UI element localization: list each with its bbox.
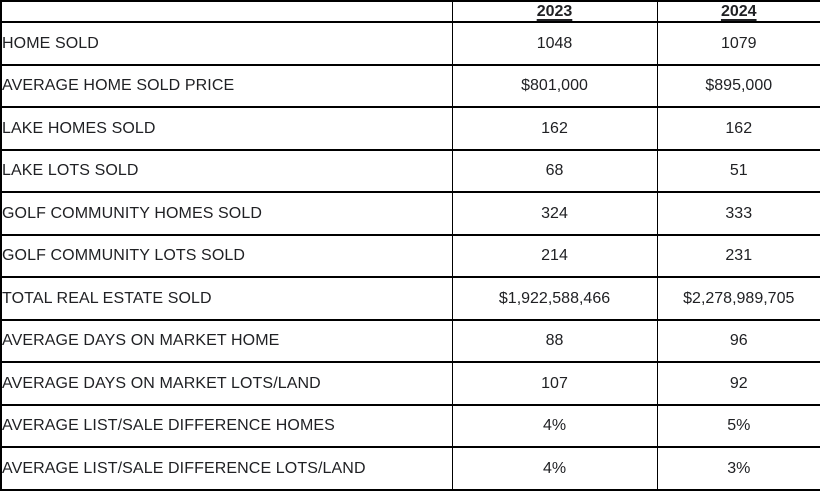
- table-row: TOTAL REAL ESTATE SOLD $1,922,588,466 $2…: [0, 276, 820, 321]
- value-2024: 3%: [656, 446, 820, 491]
- row-label: LAKE HOMES SOLD: [0, 106, 453, 151]
- value-2023: $801,000: [451, 63, 658, 109]
- value-2023: 4%: [451, 403, 658, 449]
- table-row: LAKE HOMES SOLD 162 162: [0, 106, 820, 151]
- row-label: AVERAGE LIST/SALE DIFFERENCE LOTS/LAND: [0, 446, 453, 491]
- value-2024: 162: [656, 106, 820, 151]
- value-2023: 88: [451, 318, 658, 364]
- header-row: 2023 2024: [0, 0, 820, 24]
- row-label: TOTAL REAL ESTATE SOLD: [0, 276, 453, 321]
- value-2024: 92: [656, 361, 820, 406]
- table-row: AVERAGE LIST/SALE DIFFERENCE HOMES 4% 5%: [0, 403, 820, 449]
- value-2024: $895,000: [656, 63, 820, 109]
- table-row: LAKE LOTS SOLD 68 51: [0, 148, 820, 194]
- value-2024: 333: [656, 191, 820, 236]
- value-2024: 51: [656, 148, 820, 194]
- value-2023: 1048: [451, 21, 658, 66]
- row-label: AVERAGE DAYS ON MARKET LOTS/LAND: [0, 361, 453, 406]
- row-label: HOME SOLD: [0, 21, 453, 66]
- value-2023: 4%: [451, 446, 658, 491]
- column-header-2024: 2024: [656, 0, 820, 24]
- value-2023: $1,922,588,466: [451, 276, 658, 321]
- value-2023: 162: [451, 106, 658, 151]
- value-2024: 5%: [656, 403, 820, 449]
- row-label: GOLF COMMUNITY HOMES SOLD: [0, 191, 453, 236]
- row-label: AVERAGE HOME SOLD PRICE: [0, 63, 453, 109]
- value-2023: 324: [451, 191, 658, 236]
- table-row: GOLF COMMUNITY LOTS SOLD 214 231: [0, 233, 820, 279]
- value-2023: 107: [451, 361, 658, 406]
- value-2024: $2,278,989,705: [656, 276, 820, 321]
- row-label: LAKE LOTS SOLD: [0, 148, 453, 194]
- value-2024: 1079: [656, 21, 820, 66]
- value-2024: 96: [656, 318, 820, 364]
- row-label: AVERAGE LIST/SALE DIFFERENCE HOMES: [0, 403, 453, 449]
- table-row: AVERAGE DAYS ON MARKET LOTS/LAND 107 92: [0, 361, 820, 406]
- year-2023-label: 2023: [536, 3, 573, 20]
- row-label: AVERAGE DAYS ON MARKET HOME: [0, 318, 453, 364]
- value-2024: 231: [656, 233, 820, 279]
- table-row: AVERAGE DAYS ON MARKET HOME 88 96: [0, 318, 820, 364]
- corner-cell: [0, 0, 453, 24]
- table-row: AVERAGE HOME SOLD PRICE $801,000 $895,00…: [0, 63, 820, 109]
- row-label: GOLF COMMUNITY LOTS SOLD: [0, 233, 453, 279]
- value-2023: 214: [451, 233, 658, 279]
- table-row: GOLF COMMUNITY HOMES SOLD 324 333: [0, 191, 820, 236]
- column-header-2023: 2023: [451, 0, 658, 24]
- value-2023: 68: [451, 148, 658, 194]
- year-2024-label: 2024: [720, 3, 757, 20]
- table-row: HOME SOLD 1048 1079: [0, 21, 820, 66]
- table-row: AVERAGE LIST/SALE DIFFERENCE LOTS/LAND 4…: [0, 446, 820, 491]
